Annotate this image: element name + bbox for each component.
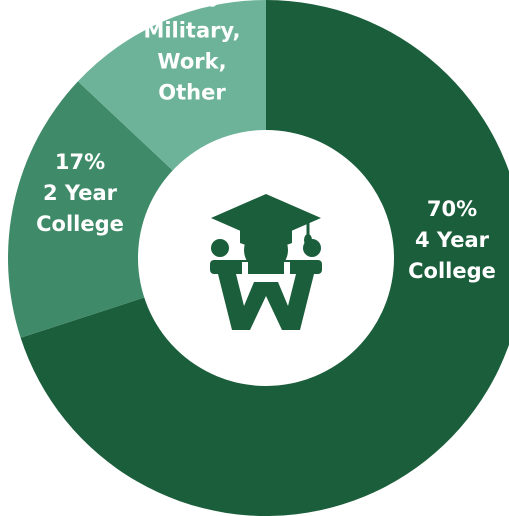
slice-percent-label: 17% [55, 150, 105, 174]
slice-percent-label: 13% [167, 0, 217, 12]
slice-percent-label: 70% [427, 197, 477, 221]
slice-name-label: College [408, 259, 496, 283]
slice-name-label: Work, [157, 50, 226, 74]
slice-label: 17% 2 Year College [36, 150, 124, 236]
slice-name-label: College [36, 212, 124, 236]
slice-label: 13% Military, Work, Other [143, 0, 240, 105]
slice-name-label: 2 Year [43, 181, 118, 205]
slice-name-label: Other [158, 81, 226, 105]
slice-name-label: Military, [143, 19, 240, 43]
slice-labels-group: 70% 4 Year College 17% 2 Year College 13% Milit… [36, 0, 496, 283]
graduate-logo-icon [210, 194, 322, 330]
slice-label: 70% 4 Year College [408, 197, 496, 283]
slice-name-label: 4 Year [415, 228, 490, 252]
slice-4-year-college [20, 0, 509, 516]
